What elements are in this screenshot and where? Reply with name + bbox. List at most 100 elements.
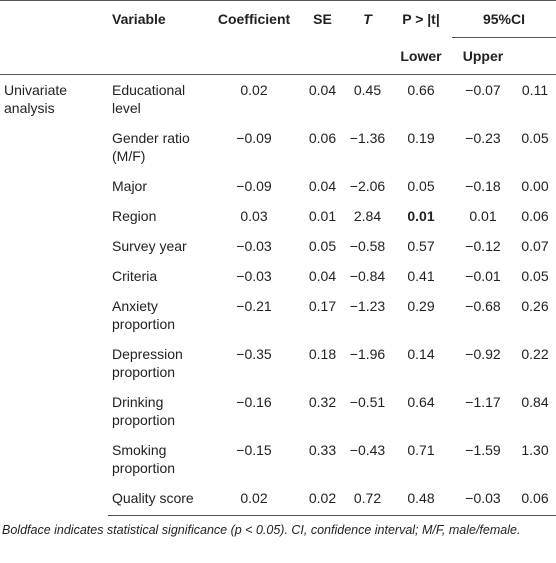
- value-cell: −2.06: [349, 178, 386, 194]
- value-cell: −1.23: [349, 298, 386, 314]
- table-row: Survey year −0.03 0.05 −0.58 0.57 −0.12 0.07: [0, 231, 556, 261]
- variable-cell: Major: [112, 178, 148, 194]
- value-cell: 0.06: [521, 208, 549, 224]
- value-cell: 2.84: [353, 208, 382, 224]
- variable-cell: Educational level: [112, 82, 186, 116]
- value-cell: 0.45: [353, 82, 382, 98]
- variable-cell: Anxiety proportion: [112, 298, 176, 332]
- table-row: Drinking proportion −0.16 0.32 −0.51 0.64 −1.…: [0, 387, 556, 435]
- value-cell: 0.57: [407, 238, 435, 254]
- value-cell: −1.96: [349, 346, 386, 362]
- variable-cell: Criteria: [112, 268, 158, 284]
- variable-cell: Region: [112, 208, 157, 224]
- results-table: Variable Coefficient SE T P > |t| 95%CI …: [0, 0, 556, 516]
- value-cell: 0.84: [521, 394, 549, 410]
- value-cell: 0.64: [407, 394, 435, 410]
- header-cell: 95%CI: [452, 0, 556, 38]
- variable-cell: Survey year: [112, 238, 187, 254]
- value-cell: 0.22: [521, 346, 549, 362]
- header-cell: P > |t|: [390, 0, 452, 38]
- table-row: Smoking proportion −0.15 0.33 −0.43 0.71 −1.5…: [0, 435, 556, 483]
- value-cell: 0.33: [308, 442, 337, 458]
- footnote: Boldface indicates statistical significa…: [2, 523, 521, 537]
- value-cell: −0.23: [465, 130, 501, 146]
- value-cell: −0.84: [349, 268, 386, 284]
- value-cell: 0.66: [407, 82, 435, 98]
- header-cell: T: [345, 0, 390, 38]
- value-cell: −0.18: [465, 178, 501, 194]
- table-body: Univariate analysis Educational level 0.02…: [0, 75, 556, 516]
- value-cell: 0.05: [407, 178, 435, 194]
- header-cell: Coefficient: [208, 0, 300, 38]
- value-cell: 0.32: [308, 394, 337, 410]
- value-cell: 0.05: [521, 130, 549, 146]
- value-cell: −0.16: [236, 394, 272, 410]
- value-cell: −0.51: [349, 394, 386, 410]
- value-cell: 0.03: [240, 208, 268, 224]
- value-cell: 0.11: [521, 82, 549, 98]
- value-cell: −0.01: [465, 268, 501, 284]
- table-row: Quality score 0.02 0.02 0.72 0.48 −0.03 0.06: [0, 483, 556, 516]
- value-cell: 0.18: [308, 346, 337, 362]
- value-cell: 0.01: [469, 208, 497, 224]
- value-cell: 1.30: [521, 442, 549, 458]
- value-cell: 0.04: [308, 268, 337, 284]
- table-row: Univariate analysis Educational level 0.02…: [0, 75, 556, 124]
- value-cell: −0.43: [349, 442, 386, 458]
- value-cell: 0.29: [407, 298, 435, 314]
- value-cell: −1.36: [349, 130, 386, 146]
- value-cell: 0.72: [345, 483, 390, 516]
- value-cell: −0.35: [236, 346, 272, 362]
- value-cell: 0.05: [521, 268, 549, 284]
- table-row: Depression proportion −0.35 0.18 −1.96 0.14 −…: [0, 339, 556, 387]
- value-cell: −0.09: [236, 130, 272, 146]
- value-cell: 0.06: [308, 130, 337, 146]
- variable-cell: Drinking proportion: [112, 394, 176, 428]
- value-cell: 0.04: [308, 82, 337, 98]
- value-cell: −0.12: [465, 238, 501, 254]
- subheader-cell: Upper: [452, 37, 514, 75]
- value-cell: −0.03: [452, 483, 514, 516]
- value-cell: −0.03: [236, 268, 272, 284]
- value-cell: −0.58: [349, 238, 386, 254]
- value-cell: −0.21: [236, 298, 272, 314]
- value-cell: −0.15: [236, 442, 272, 458]
- table-row: Gender ratio (M/F) −0.09 0.06 −1.36 0.19 −0.2…: [0, 123, 556, 171]
- variable-cell: Depression proportion: [112, 346, 183, 380]
- value-cell: 0.01: [308, 208, 337, 224]
- value-cell: −0.92: [465, 346, 501, 362]
- value-cell: 0.02: [300, 483, 345, 516]
- value-cell: 0.07: [521, 238, 549, 254]
- value-cell: 0.06: [514, 483, 556, 516]
- header-cell: Variable: [108, 0, 208, 38]
- subheader-cell: Lower: [390, 37, 452, 75]
- header-cell: SE: [300, 0, 345, 38]
- table-row: Region 0.03 0.01 2.84 0.01 0.01 0.06: [0, 201, 556, 231]
- value-cell: −0.03: [236, 238, 272, 254]
- table-row: Major −0.09 0.04 −2.06 0.05 −0.18 0.00: [0, 171, 556, 201]
- value-cell: 0.48: [390, 483, 452, 516]
- variable-cell: Quality score: [108, 483, 208, 516]
- value-cell: −0.68: [465, 298, 501, 314]
- value-cell: 0.02: [240, 82, 268, 98]
- value-cell: −0.07: [465, 82, 501, 98]
- value-cell: 0.19: [407, 130, 435, 146]
- variable-cell: Smoking proportion: [112, 442, 176, 476]
- value-cell: 0.02: [208, 483, 300, 516]
- table-row: Criteria −0.03 0.04 −0.84 0.41 −0.01 0.05: [0, 261, 556, 291]
- value-cell: 0.04: [308, 178, 337, 194]
- value-cell: 0.41: [407, 268, 435, 284]
- table-row: Anxiety proportion −0.21 0.17 −1.23 0.29 −0.6…: [0, 291, 556, 339]
- value-cell: 0.05: [308, 238, 337, 254]
- header-blank: [0, 0, 108, 38]
- group-label: Univariate analysis: [4, 82, 68, 116]
- value-cell: −1.59: [465, 442, 501, 458]
- value-cell: 0.17: [308, 298, 337, 314]
- value-cell: −1.17: [465, 394, 501, 410]
- value-cell: −0.09: [236, 178, 272, 194]
- value-cell: 0.26: [521, 298, 549, 314]
- value-cell: 0.01: [407, 208, 435, 224]
- value-cell: 0.00: [521, 178, 549, 194]
- variable-cell: Gender ratio (M/F): [112, 130, 190, 164]
